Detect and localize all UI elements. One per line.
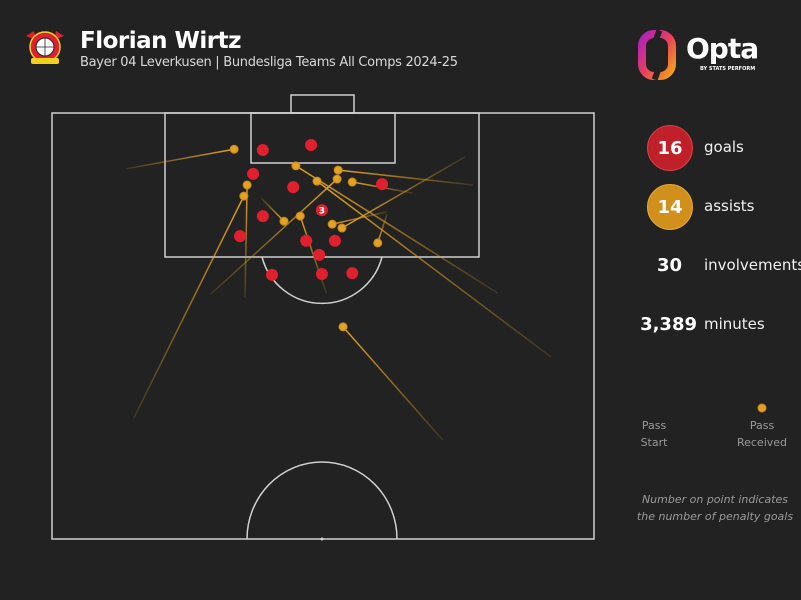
penalty-goal-point <box>315 204 328 217</box>
goal-shot-point <box>376 178 389 191</box>
goals-label: goals <box>704 138 744 156</box>
legend-pass-received: Pass Received <box>730 417 794 451</box>
assist-pass-line <box>342 326 444 441</box>
assist-pass-line <box>260 197 285 222</box>
assist-received-point <box>373 238 383 248</box>
penalty-goal-count: 3 <box>319 207 325 217</box>
assist-pass-line <box>133 195 245 419</box>
assist-pass-line <box>244 184 248 298</box>
goal-shot-point <box>346 267 359 280</box>
involvements-label: involvements <box>704 256 801 274</box>
goal-shot-point <box>315 268 328 281</box>
note-line1: Number on point indicates <box>641 493 789 506</box>
goal-shot-point <box>247 167 260 180</box>
team-badge-logo <box>26 31 64 64</box>
legend-received-dot <box>757 403 767 413</box>
assist-received-point <box>229 144 239 154</box>
assist-pass-line <box>295 165 499 294</box>
assist-received-point <box>337 223 347 233</box>
opta-wordmark: Opta <box>686 32 759 65</box>
legend-end-line2: Received <box>736 436 788 449</box>
centre-spot <box>320 537 324 541</box>
assists-label: assists <box>704 197 755 215</box>
assist-pass-line <box>210 178 338 295</box>
player-name: Florian Wirtz <box>80 28 242 54</box>
assist-received-point <box>347 177 357 187</box>
legend-pass-start: Pass Start <box>630 417 678 451</box>
assist-received-point <box>327 219 337 229</box>
pitch-markings <box>51 94 595 540</box>
goal <box>290 94 355 114</box>
legend-end-line1: Pass <box>749 419 775 432</box>
assist-received-point <box>332 174 342 184</box>
goals-count-badge: 16 <box>647 125 693 171</box>
goal-shot-point <box>256 210 269 223</box>
assists-count-badge: 14 <box>647 184 693 230</box>
assist-received-point <box>333 165 343 175</box>
minutes-label: minutes <box>704 315 765 333</box>
involvements-value: 30 <box>656 255 682 276</box>
opta-logo: Opta BY STATS PERFORM <box>638 29 759 81</box>
assist-received-point <box>338 322 348 332</box>
opta-byline: BY STATS PERFORM <box>700 66 756 72</box>
legend-pass-line <box>652 403 767 413</box>
assist-received-point <box>312 176 322 186</box>
subtitle: Bayer 04 Leverkusen | Bundesliga Teams A… <box>80 55 458 70</box>
pitch-outline <box>51 112 595 540</box>
assist-pass-line <box>377 213 388 244</box>
goal-shot-point <box>313 248 326 261</box>
assist-received-point <box>291 161 301 171</box>
legend-start-line2: Start <box>640 436 668 449</box>
assist-pass-line <box>341 156 466 229</box>
assist-received-point <box>242 180 252 190</box>
centre-circle <box>246 461 398 540</box>
opta-mark-icon <box>638 29 676 81</box>
assist-received-point <box>239 191 249 201</box>
penalty-note: Number on point indicates the number of … <box>630 491 800 525</box>
goal-shot-point <box>305 138 318 151</box>
assist-received-point <box>295 211 305 221</box>
goal-shot-point <box>287 181 300 194</box>
goal-shot-point <box>234 230 247 243</box>
goal-shot-point <box>256 144 269 157</box>
assist-received-point <box>279 216 289 226</box>
assist-pass-line <box>126 148 235 170</box>
goal-shot-point <box>266 268 279 281</box>
six-yard-box <box>250 112 396 164</box>
assist-pass-line <box>316 180 552 358</box>
legend-start-line1: Pass <box>641 419 667 432</box>
assist-pass-line <box>338 169 474 186</box>
goal-shot-point <box>328 234 341 247</box>
note-line2: the number of penalty goals <box>636 510 794 523</box>
minutes-value: 3,389 <box>640 314 697 335</box>
goal-shot-point <box>300 234 313 247</box>
